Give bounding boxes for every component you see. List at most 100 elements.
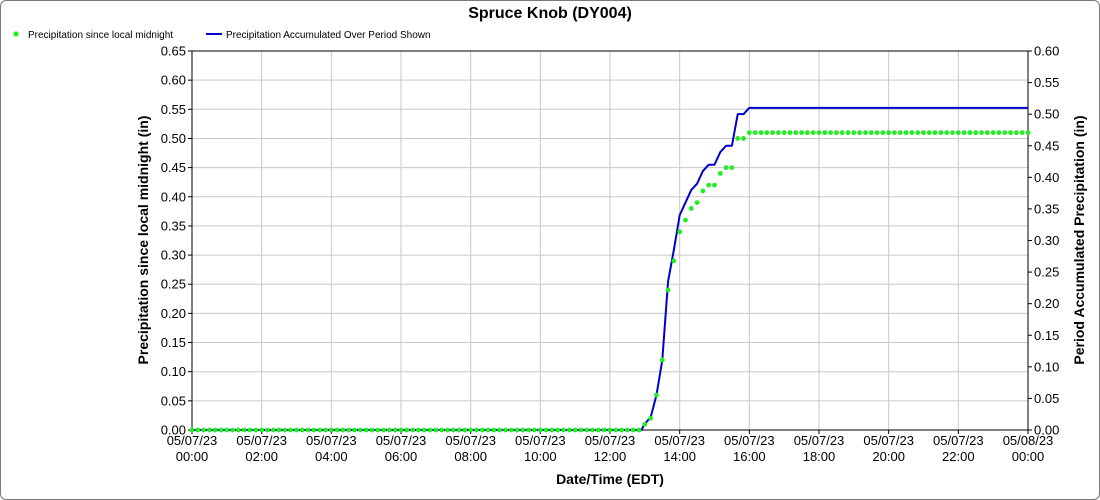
series-dot (903, 130, 909, 136)
series-dot (317, 427, 323, 433)
x-tick-label-date: 05/07/23 (794, 433, 845, 448)
y-right-tick-label: 0.55 (1034, 75, 1059, 90)
series-dot (381, 427, 386, 433)
x-tick-label-time: 00:00 (1012, 449, 1045, 464)
series-dot (230, 427, 236, 433)
series-dot (822, 130, 828, 136)
series-dot (1008, 130, 1013, 136)
series-dot (990, 130, 996, 136)
series-dot (897, 130, 903, 136)
series-dot (950, 130, 955, 136)
series-dot (276, 427, 282, 433)
y-right-tick-label: 0.35 (1034, 201, 1059, 216)
series-dot (282, 427, 288, 433)
series-dot (479, 427, 485, 433)
y-left-tick-label: 0.25 (161, 277, 186, 292)
y-right-tick-label: 0.20 (1034, 296, 1059, 311)
y-left-tick-label: 0.10 (161, 364, 186, 379)
y-right-tick-label: 0.40 (1034, 170, 1059, 185)
series-dot (218, 427, 224, 433)
series-dot (665, 287, 671, 293)
series-dot (601, 427, 607, 433)
series-dot (712, 182, 717, 188)
series-dot (462, 427, 468, 433)
y-right-tick-label: 0.05 (1034, 391, 1059, 406)
x-tick-label-date: 05/07/23 (306, 433, 357, 448)
series-dot (543, 427, 549, 433)
series-dot (566, 427, 572, 433)
y-right-tick-label: 0.25 (1034, 265, 1059, 280)
series-dot (526, 427, 532, 433)
x-tick-label-date: 05/07/23 (724, 433, 775, 448)
series-dot (1013, 130, 1019, 136)
series-dot (619, 427, 625, 433)
series-dot (839, 130, 845, 136)
series-dot (236, 427, 241, 433)
series-dot (305, 427, 311, 433)
x-tick-label-date: 05/07/23 (863, 433, 914, 448)
series-dot (799, 130, 804, 136)
y-right-tick-label: 0.15 (1034, 328, 1059, 343)
series-dot (421, 427, 427, 433)
y-left-tick-label: 0.15 (161, 335, 186, 350)
series-dot (357, 427, 363, 433)
series-dot (595, 427, 601, 433)
y-left-tick-label: 0.65 (161, 44, 186, 59)
series-dot (1002, 130, 1008, 136)
series-dot (195, 427, 201, 433)
y-left-tick-label: 0.35 (161, 218, 186, 233)
series-dot (259, 427, 265, 433)
series-dot (758, 130, 764, 136)
series-dot (700, 188, 706, 194)
series-dot (677, 229, 683, 235)
series-dot (625, 427, 630, 433)
series-dot (398, 427, 404, 433)
y-left-tick-label: 0.55 (161, 102, 186, 117)
series-dot (474, 427, 479, 433)
x-tick-label-time: 20:00 (872, 449, 905, 464)
x-tick-label-date: 05/07/23 (376, 433, 427, 448)
series-dot (775, 130, 781, 136)
series-dot (241, 427, 247, 433)
series-dot (793, 130, 799, 136)
series-dot (363, 427, 369, 433)
y-left-tick-label: 0.00 (161, 423, 186, 438)
series-dot (514, 427, 520, 433)
x-tick-label-date: 05/08/23 (1003, 433, 1054, 448)
legend-label-line: Precipitation Accumulated Over Period Sh… (226, 30, 431, 41)
series-dot (834, 130, 839, 136)
series-dot (497, 427, 503, 433)
series-dot (741, 136, 746, 141)
series-dot (491, 427, 497, 433)
series-dot (723, 165, 729, 171)
series-dot (863, 130, 868, 136)
series-dot (654, 392, 659, 398)
x-tick-label-time: 16:00 (733, 449, 766, 464)
x-tick-label-time: 02:00 (245, 449, 278, 464)
x-tick-label-date: 05/07/23 (445, 433, 496, 448)
series-dot (973, 130, 979, 136)
series-dot (967, 130, 973, 136)
y-left-tick-label: 0.50 (161, 131, 186, 146)
series-dot (636, 427, 642, 433)
series-dot (607, 427, 613, 433)
series-dot (508, 427, 514, 433)
series-dot (659, 357, 665, 363)
series-dot (189, 427, 195, 433)
series-dot (874, 130, 880, 136)
y-right-tick-label: 0.60 (1034, 44, 1059, 59)
series-dot (735, 136, 741, 141)
axis-layer: 05/07/2300:0005/07/2302:0005/07/2304:000… (161, 44, 1060, 465)
series-dot (828, 130, 834, 136)
series-dot (648, 415, 654, 421)
series-dot (880, 130, 886, 136)
series-dot (584, 427, 590, 433)
series-dot (578, 427, 584, 433)
series-dot (427, 427, 433, 433)
series-dot (729, 165, 735, 171)
series-dot (485, 427, 491, 433)
y-axis-right-label: Period Accumulated Precipitation (in) (1071, 115, 1087, 364)
series-dot (392, 427, 398, 433)
series-dot (270, 427, 276, 433)
x-tick-label-date: 05/07/23 (654, 433, 705, 448)
